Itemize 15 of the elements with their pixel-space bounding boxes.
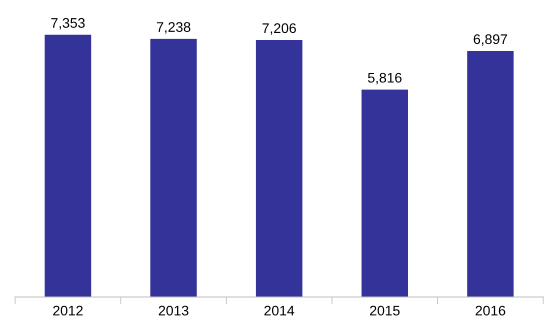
bar [44, 34, 92, 297]
x-tick-label: 2012 [53, 306, 83, 316]
bar [362, 90, 408, 297]
x-tick-label: 2015 [370, 306, 400, 316]
bar [467, 51, 514, 297]
data-label: 6,897 [474, 34, 508, 46]
data-label: 5,816 [368, 72, 402, 84]
data-label: 7,353 [51, 18, 85, 30]
data-label: 7,238 [156, 22, 190, 34]
x-tick-label: 2016 [476, 306, 506, 316]
bar [256, 40, 302, 297]
x-tick-label: 2014 [264, 306, 294, 316]
x-tick-label: 2013 [158, 306, 188, 316]
bar [150, 38, 197, 297]
data-label: 7,206 [262, 23, 296, 35]
